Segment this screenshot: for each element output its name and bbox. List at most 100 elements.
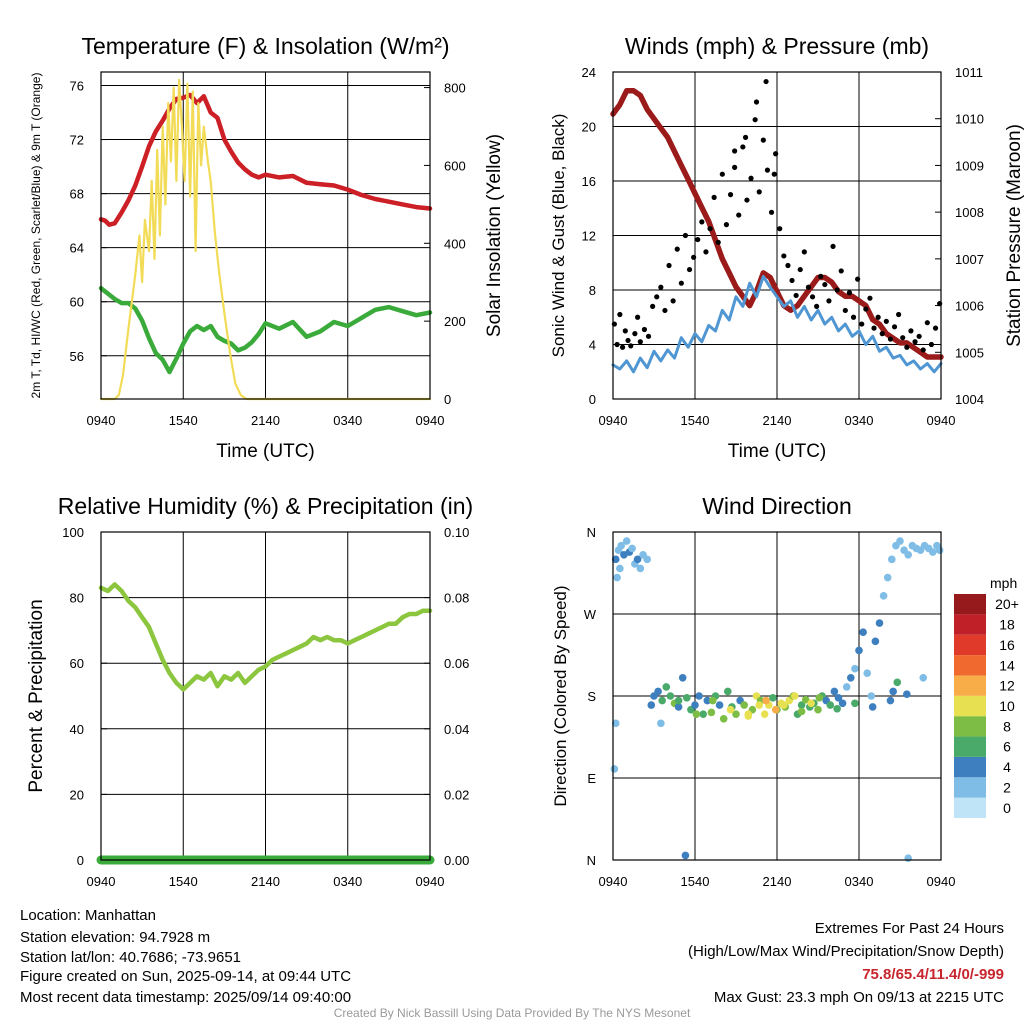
direction-point [647,701,656,709]
gust-point [908,328,914,334]
y2-axis-label: Solar Insolation (Yellow) [484,134,505,337]
direction-point [740,701,748,709]
y-tick-label: 60 [70,295,84,310]
gust-point [859,321,865,327]
direction-point [726,705,735,714]
series-line [99,78,432,401]
gust-point [916,333,922,339]
series-line [98,92,433,227]
gust-point [850,314,857,320]
x-tick-label: 1540 [169,874,198,889]
gust-point [867,295,873,301]
y-tick-label: 80 [70,591,84,606]
gust-point [763,78,769,85]
direction-point [838,699,847,708]
colorbar-label: 8 [1003,718,1011,734]
y2-tick-label: 200 [444,314,466,329]
gust-point [740,144,746,150]
gust-point [871,325,877,331]
gust-point [863,306,869,312]
direction-point [628,544,636,553]
gust-point [887,336,894,342]
direction-point [797,701,806,709]
gust-point [742,134,749,140]
colorbar-label: 10 [999,698,1015,714]
y2-tick-label: 1011 [955,65,983,80]
y2-tick-label: 1007 [955,252,984,267]
direction-point [633,555,642,564]
direction-point [610,765,619,773]
direction-point [636,564,645,573]
gust-point [904,344,910,350]
direction-point [879,591,888,600]
direction-point [662,683,671,691]
chart-title: Relative Humidity (%) & Precipitation (i… [58,493,473,519]
direction-point [692,710,701,719]
direction-point [790,692,799,700]
y-tick-label: E [587,771,596,786]
direction-point [883,573,892,582]
y2-tick-label: 1004 [955,392,984,407]
gust-point [723,222,730,228]
direction-point [875,619,884,627]
y-tick-label: 76 [70,79,84,94]
y2-tick-label: 1010 [955,112,984,127]
colorbar-label: 20+ [995,596,1019,612]
x-tick-label: 1540 [169,413,198,428]
direction-point [674,696,683,705]
y-tick-label: 20 [70,787,84,802]
gust-point [617,311,623,318]
gust-point [855,276,861,282]
x-tick-label: 0940 [87,874,116,889]
colorbar-swatch [954,695,986,717]
y-tick-label: 24 [582,65,596,80]
direction-point [744,710,753,719]
gust-point [732,164,738,170]
gust-point [732,148,738,154]
x-tick-label: 0340 [845,874,874,889]
x-tick-label: 0940 [927,413,956,428]
direction-point [695,692,703,700]
y-tick-label: 64 [70,241,84,256]
plot-frame [100,531,431,861]
series-line [98,582,433,692]
gust-point [635,314,641,320]
gust-point [920,347,926,353]
y2-tick-label: 400 [444,236,466,251]
gust-point [658,284,664,290]
direction-point [613,573,621,582]
colorbar-label: 16 [999,637,1015,653]
direction-point [867,692,876,700]
direction-point [904,854,912,862]
direction-point [611,719,620,728]
recent-data-text: Most recent data timestamp: 2025/09/14 0… [20,989,352,1006]
direction-point [888,555,896,564]
direction-point [826,701,835,709]
direction-point [678,673,687,682]
x-tick-label: 2140 [251,874,280,889]
direction-point [708,696,717,705]
series-line [610,87,944,360]
x-tick-label: 0340 [845,413,874,428]
gust-point [900,335,906,341]
y2-tick-label: 0.00 [444,853,469,868]
direction-point [935,546,944,555]
direction-point [919,673,928,682]
gust-point [760,137,766,143]
gust-point [773,151,779,157]
gust-point [719,171,725,177]
colorbar-swatch [954,634,986,656]
y2-tick-label: 0.04 [444,722,469,737]
direction-point [657,719,665,728]
colorbar-label: 4 [1003,759,1011,775]
gust-point [822,281,828,288]
gust-point [883,318,889,324]
y2-tick-label: 0.06 [444,656,469,671]
y-tick-label: 60 [70,656,84,671]
gust-point [830,243,836,249]
max-gust-text: Max Gust: 23.3 mph On 09/13 at 2215 UTC [713,989,1004,1006]
y2-tick-label: 0.02 [444,787,469,802]
direction-point [855,646,863,655]
direction-point [893,678,902,687]
